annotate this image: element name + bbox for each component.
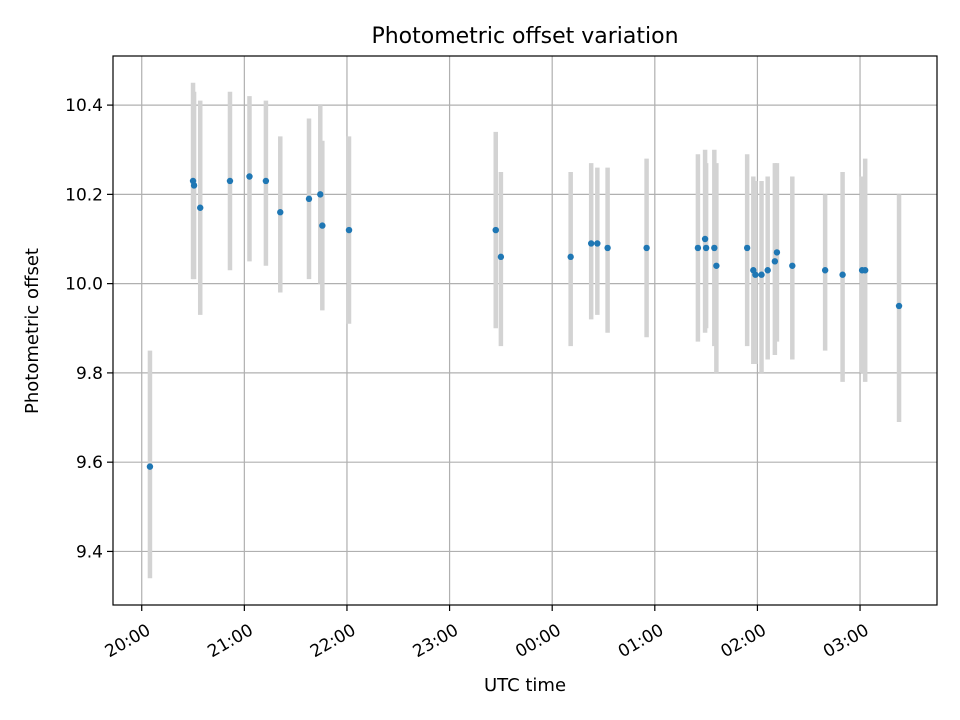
data-point xyxy=(764,267,771,274)
data-point xyxy=(604,244,611,252)
x-tick-label: 02:00 xyxy=(717,620,769,662)
y-tick-label: 10.4 xyxy=(65,96,103,116)
x-tick-label: 23:00 xyxy=(410,620,462,662)
y-tick-label: 9.8 xyxy=(76,364,103,384)
data-point xyxy=(771,258,779,265)
data-point xyxy=(277,209,284,216)
data-point xyxy=(758,271,765,278)
data-point xyxy=(262,177,270,185)
data-point xyxy=(861,267,869,274)
y-tick-label: 10.0 xyxy=(65,275,103,295)
data-point xyxy=(567,253,574,261)
data-point xyxy=(197,204,204,211)
data-point xyxy=(190,182,198,189)
x-tick-label: 20:00 xyxy=(102,620,154,662)
y-tick-label: 10.2 xyxy=(65,185,103,205)
data-point xyxy=(752,271,759,278)
data-point xyxy=(317,191,324,198)
data-point xyxy=(226,177,234,185)
grid xyxy=(113,56,937,605)
data-point xyxy=(146,463,154,470)
data-point xyxy=(497,253,505,261)
x-tick-label: 22:00 xyxy=(307,620,359,662)
x-tick-label: 01:00 xyxy=(615,620,667,662)
data-point xyxy=(821,267,829,274)
y-axis-label: Photometric offset xyxy=(22,248,43,414)
error-bars xyxy=(147,82,902,579)
data-point xyxy=(713,262,720,269)
data-point xyxy=(694,244,702,252)
x-tick-label: 21:00 xyxy=(204,620,256,662)
chart-title: Photometric offset variation xyxy=(371,24,678,49)
data-point xyxy=(246,173,253,180)
data-point xyxy=(643,244,650,252)
x-axis-label: UTC time xyxy=(484,675,566,696)
data-point xyxy=(319,222,326,229)
data-point xyxy=(702,244,710,252)
data-point xyxy=(701,235,709,243)
data-point xyxy=(711,244,718,252)
plot-frame xyxy=(112,55,938,606)
data-point xyxy=(895,302,903,310)
x-tick-label: 00:00 xyxy=(512,620,564,662)
data-point xyxy=(743,244,751,252)
y-axis: 9.4 9.6 9.8 10.0 10.2 10.4 xyxy=(65,96,113,562)
x-tick-label: 03:00 xyxy=(820,620,872,662)
data-point xyxy=(345,226,353,234)
data-point xyxy=(773,249,781,256)
data-point xyxy=(587,240,595,247)
y-tick-label: 9.6 xyxy=(76,453,103,473)
data-point xyxy=(789,262,796,269)
y-tick-label: 9.4 xyxy=(76,542,103,562)
data-point xyxy=(305,195,313,203)
data-points xyxy=(146,173,903,470)
data-point xyxy=(839,271,846,278)
data-point xyxy=(492,226,499,234)
x-axis: 20:00 21:00 22:00 23:00 00:00 01:00 02:00 03:00 xyxy=(102,605,872,662)
data-point xyxy=(594,240,601,247)
